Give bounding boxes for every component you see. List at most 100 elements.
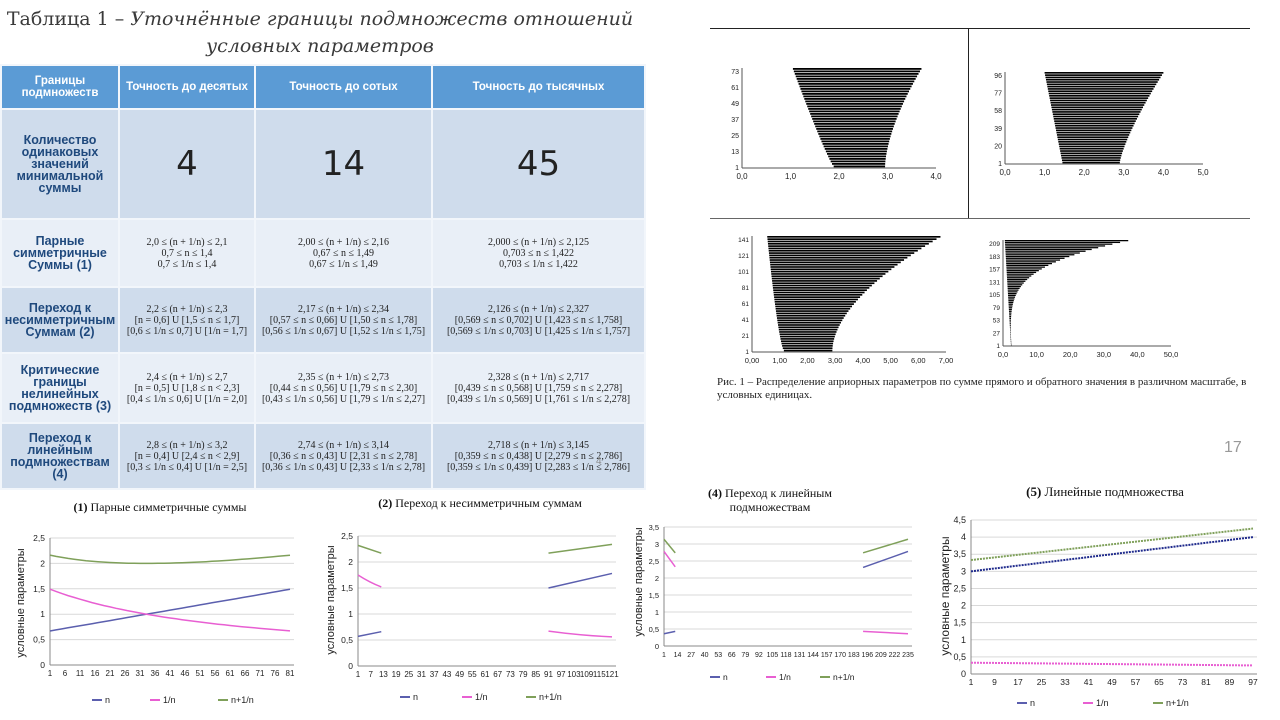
- fig-panel-d: 0,0 10,0 20,0 30,0 40,0 50,0 1 27 53 79 105 131 157 1…: [989, 240, 1178, 359]
- distribution-bar: [1008, 296, 1016, 298]
- distribution-bar: [1061, 154, 1122, 157]
- distribution-bar: [1057, 136, 1129, 139]
- y-tick-label: 3: [655, 540, 659, 549]
- y-tick-label: 121: [738, 253, 749, 260]
- x-tick-label: 118: [780, 652, 791, 659]
- x-tick-label: 79: [519, 670, 528, 679]
- x-tick-label: 2,0: [1079, 168, 1091, 177]
- cell-line: 2,328 ≤ (n + 1/n) ≤ 2,717: [487, 371, 590, 383]
- table-title-italic: Уточнённые границы подмножеств отношений: [130, 8, 634, 30]
- cell-line: [0,44 ≤ n ≤ 0,56] U [1,79 ≤ n ≤ 2,30]: [269, 382, 418, 394]
- cell-critical-2: 2,328 ≤ (n + 1/n) ≤ 2,717 [0,439 ≤ n ≤ 0,…: [433, 354, 644, 422]
- fig-panel-c: 0,00 1,00 2,00 3,00 4,00 5,00 6,00 7,0012141618…: [738, 236, 953, 365]
- distribution-bar: [1005, 243, 1113, 245]
- distribution-bar: [1051, 108, 1142, 111]
- x-tick-label: 16: [91, 669, 100, 678]
- table-row-count: Количество одинаковых значений минимальн…: [2, 110, 644, 218]
- cell-line: [0,43 ≤ 1/n ≤ 0,56] U [1,79 ≤ 1/n ≤ 2,27…: [261, 393, 426, 405]
- distribution-bar: [820, 138, 890, 140]
- x-tick-label: 121: [605, 670, 619, 679]
- x-tick-label: 131: [794, 652, 806, 659]
- cell-line: [0,4 ≤ 1/n ≤ 0,6] U [1/n = 2,0]: [126, 393, 248, 405]
- distribution-bar: [771, 273, 886, 275]
- x-tick-label: 73: [1178, 677, 1188, 687]
- x-tick-label: 91: [544, 670, 553, 679]
- cell-line: [0,6 ≤ 1/n ≤ 0,7] U [1/n = 1,7]: [126, 325, 248, 337]
- distribution-bar: [1009, 317, 1012, 320]
- distribution-bar: [780, 338, 835, 340]
- x-tick-label: 26: [121, 669, 130, 678]
- distribution-bar: [1010, 330, 1011, 332]
- cell-line: [0,439 ≤ 1/n ≤ 0,569] U [1,761 ≤ 1/n ≤ 2…: [446, 393, 631, 405]
- distribution-bar: [768, 247, 922, 250]
- x-tick-label: 0,0: [999, 168, 1011, 177]
- y-tick-label: 0,5: [341, 635, 353, 645]
- x-tick-label: 85: [531, 670, 540, 679]
- cell-line: 0,703 ≤ n ≤ 1,422: [503, 247, 574, 259]
- x-tick-label: 40,0: [1130, 350, 1145, 359]
- distribution-bar: [769, 256, 908, 259]
- distribution-bar: [806, 103, 903, 105]
- distribution-bar: [1005, 245, 1106, 247]
- x-tick-label: 1: [48, 669, 53, 678]
- cell-line: 2,2 ≤ (n + 1/n) ≤ 2,3: [146, 303, 228, 315]
- y-tick-label: 4,5: [953, 515, 966, 525]
- cell-critical-1: 2,35 ≤ (n + 1/n) ≤ 2,73 [0,44 ≤ n ≤ 0,56]…: [256, 354, 431, 422]
- series-sum-line: [49, 554, 291, 565]
- x-tick-label: 71: [256, 669, 265, 678]
- distribution-bar: [1006, 271, 1037, 274]
- header-hundredths: Точность до сотых: [256, 66, 431, 108]
- distribution-bar: [1006, 275, 1032, 277]
- distribution-bar: [825, 150, 887, 153]
- y-tick-label: 1: [348, 609, 353, 619]
- distribution-bar: [1008, 308, 1012, 311]
- y-tick-label: 25: [731, 133, 739, 140]
- distribution-bar: [798, 83, 913, 85]
- distribution-bar: [1054, 122, 1135, 125]
- chart1-title-text: Парные симметричные суммы: [90, 500, 247, 514]
- y-tick-label: 3,5: [953, 549, 966, 559]
- distribution-bar: [769, 254, 911, 257]
- distribution-bar: [800, 88, 911, 90]
- series-inv-n-line: [970, 661, 1254, 667]
- distribution-bar: [781, 342, 834, 345]
- x-tick-label: 66: [728, 652, 736, 659]
- cell-line: 14: [321, 144, 366, 184]
- distribution-bar: [1046, 81, 1158, 83]
- distribution-bar: [777, 319, 843, 322]
- distribution-bar: [1056, 134, 1130, 136]
- distribution-bar: [782, 345, 833, 347]
- distribution-bar: [797, 80, 915, 83]
- distribution-bar: [1006, 266, 1045, 268]
- x-tick-label: 25: [1037, 677, 1047, 687]
- cell-line: [0,57 ≤ n ≤ 0,66] U [1,50 ≤ n ≤ 1,78]: [269, 314, 418, 326]
- distribution-bar: [1007, 293, 1017, 295]
- distribution-bar: [776, 317, 844, 319]
- distribution-bar: [1010, 328, 1011, 330]
- distribution-bar: [804, 98, 906, 100]
- distribution-bar: [811, 115, 898, 118]
- table-row-asym: Переход к несимметричным Суммам (2) 2,2 ≤…: [2, 288, 644, 352]
- distribution-bar: [1055, 124, 1134, 127]
- distribution-bar: [1010, 335, 1011, 337]
- distribution-bar: [1010, 331, 1011, 334]
- y-tick-label: 41: [742, 317, 750, 324]
- distribution-bar: [779, 333, 836, 336]
- y-tick-label: 1,5: [953, 618, 966, 628]
- y-tick-label: 49: [731, 101, 739, 108]
- y-tick-label: 0: [961, 669, 966, 679]
- distribution-bar: [776, 312, 847, 315]
- x-tick-label: 5,00: [883, 356, 898, 365]
- x-tick-label: 6: [63, 669, 68, 678]
- cell-line: 2,8 ≤ (n + 1/n) ≤ 3,2: [146, 439, 228, 451]
- distribution-bar: [1005, 247, 1099, 249]
- series-n-segment: [862, 550, 909, 569]
- series-inv-n-segment: [663, 551, 676, 568]
- distribution-bar: [822, 143, 889, 145]
- row-header-count: Количество одинаковых значений минимальн…: [2, 110, 118, 218]
- y-tick-label: 1: [745, 349, 749, 356]
- cell-paired-0: 2,0 ≤ (n + 1/n) ≤ 2,1 0,7 ≤ n ≤ 1,4 0,7 ≤ …: [120, 220, 254, 286]
- y-tick-label: 2,5: [33, 533, 45, 543]
- distribution-bar: [1052, 111, 1141, 113]
- distribution-bar: [775, 307, 851, 310]
